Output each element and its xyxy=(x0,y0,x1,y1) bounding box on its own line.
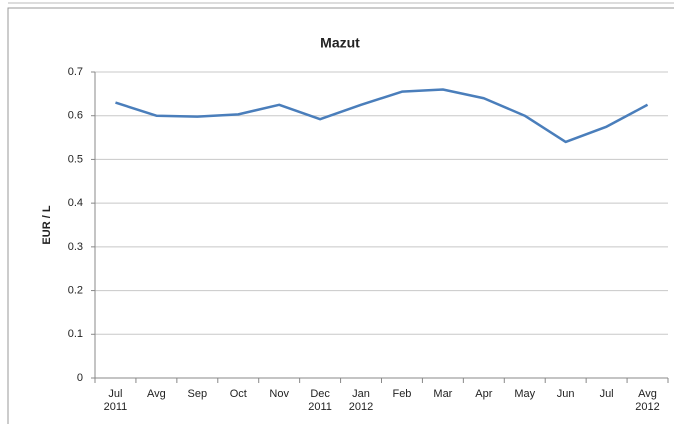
x-tick-label: Jul 2011 xyxy=(103,388,128,413)
x-tick-label: Mar xyxy=(433,388,453,400)
y-tick-label: 0.2 xyxy=(68,284,83,296)
y-tick-label: 0.5 xyxy=(68,153,83,165)
y-tick-label: 0.3 xyxy=(68,241,83,253)
x-tick-label: Sep xyxy=(187,388,208,400)
x-tick-label: Oct xyxy=(229,388,247,400)
y-tick-label: 0.4 xyxy=(68,197,83,209)
x-tick-label: Jul xyxy=(599,388,614,400)
x-tick-label: Feb xyxy=(392,388,412,400)
y-axis-label: EUR / L xyxy=(41,205,53,244)
series-line xyxy=(115,88,649,144)
x-tick-label: Jun xyxy=(556,388,575,400)
y-tick-label: 0.6 xyxy=(68,110,83,122)
x-tick-label: Nov xyxy=(269,388,289,400)
y-tick-label: 0.7 xyxy=(68,66,83,78)
x-tick-label: Avg 2012 xyxy=(635,388,660,413)
x-tick-label: Avg xyxy=(147,388,166,400)
x-tick-label: Jan 2012 xyxy=(348,388,374,413)
x-tick-label: Dec 2011 xyxy=(308,388,332,413)
y-tick-label: 0 xyxy=(77,372,83,384)
x-tick-label: May xyxy=(514,388,536,400)
frame xyxy=(7,7,674,424)
y-tick-label: 0.1 xyxy=(68,328,83,340)
x-tick-label: Apr xyxy=(475,388,493,400)
chart-title: Mazut xyxy=(320,35,360,51)
